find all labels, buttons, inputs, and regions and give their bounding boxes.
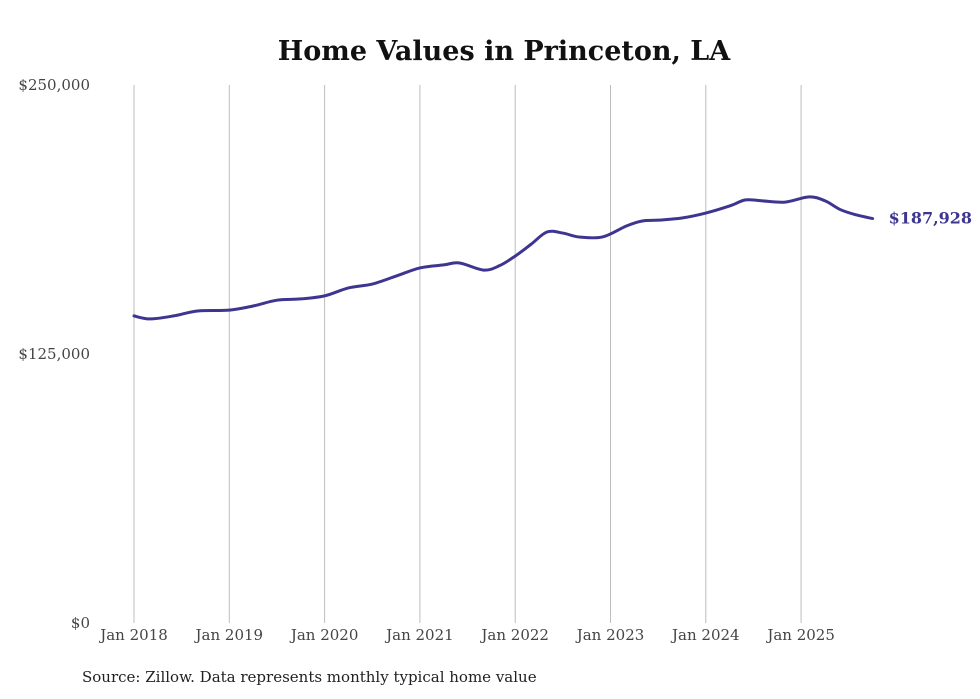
x-tick-label: Jan 2025 — [765, 626, 835, 644]
x-tick-label: Jan 2024 — [670, 626, 740, 644]
y-tick-label: $0 — [71, 614, 90, 632]
x-tick-label: Jan 2018 — [98, 626, 168, 644]
x-tick-label: Jan 2020 — [289, 626, 359, 644]
y-tick-label: $250,000 — [18, 76, 90, 94]
x-tick-label: Jan 2023 — [575, 626, 645, 644]
x-tick-label: Jan 2019 — [194, 626, 264, 644]
chart-title: Home Values in Princeton, LA — [278, 36, 732, 67]
end-value-label: $187,928 — [889, 209, 973, 228]
x-tick-label: Jan 2022 — [479, 626, 549, 644]
series-line-home-value — [132, 195, 875, 321]
y-tick-label: $125,000 — [18, 345, 90, 363]
source-note: Source: Zillow. Data represents monthly … — [82, 668, 537, 686]
x-tick-label: Jan 2021 — [384, 626, 454, 644]
